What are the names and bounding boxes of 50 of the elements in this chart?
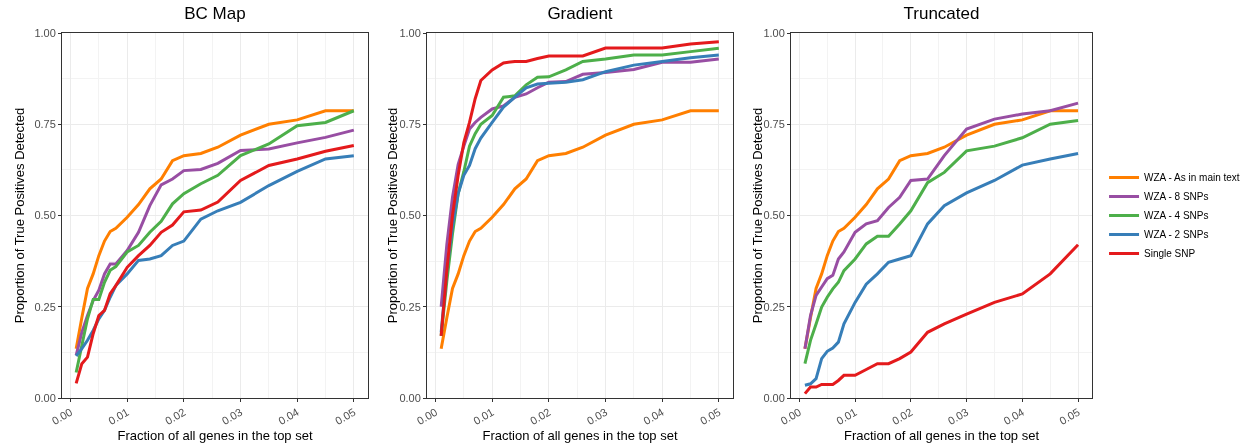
x-tick-label: 0.03: [219, 405, 245, 427]
x-axis-title: Fraction of all genes in the top set: [117, 427, 313, 443]
x-tick-label: 0.04: [641, 405, 666, 427]
y-tick-label: 0.75: [399, 118, 421, 131]
x-tick-label: 0.01: [471, 405, 496, 427]
x-tick-label: 0.00: [49, 405, 75, 427]
x-tick-label: 0.00: [414, 405, 440, 427]
x-tick-label: 0.04: [1001, 405, 1027, 427]
y-tick-label: 0.25: [34, 300, 56, 313]
x-tick-label: 0.02: [528, 405, 553, 427]
y-axis-title: Proportion of True Positives Detected: [385, 107, 400, 324]
line-series: [439, 109, 721, 351]
x-tick-label: 0.05: [698, 405, 723, 427]
x-axis-title: Fraction of all genes in the top set: [843, 427, 1040, 443]
legend-label: WZA - 4 SNPs: [1144, 210, 1209, 222]
chart-title: BC Map: [184, 3, 246, 23]
y-tick-label: 0.50: [763, 209, 785, 222]
y-tick-label: 1.00: [34, 26, 56, 39]
line-series: [803, 151, 1080, 387]
x-tick-label: 0.01: [834, 405, 859, 427]
line-series: [803, 243, 1080, 396]
legend-label: Single SNP: [1144, 248, 1196, 260]
y-tick-label: 0.00: [763, 391, 785, 404]
y-tick-label: 0.75: [34, 118, 56, 131]
y-tick-label: 0.50: [399, 209, 421, 222]
legend-label: WZA - 8 SNPs: [1144, 191, 1209, 203]
y-axis-title: Proportion of True Positives Detected: [12, 107, 28, 324]
x-tick-label: 0.03: [945, 405, 971, 427]
legend-label: WZA - As in main text: [1144, 172, 1240, 184]
legend-label: WZA - 2 SNPs: [1144, 229, 1209, 241]
x-tick-label: 0.05: [1057, 405, 1082, 427]
x-tick-label: 0.02: [163, 405, 188, 427]
y-tick-label: 0.50: [34, 209, 56, 222]
y-tick-label: 1.00: [763, 26, 785, 39]
x-tick-label: 0.03: [584, 405, 610, 427]
line-series: [74, 143, 356, 385]
chart-title: Truncated: [903, 3, 980, 23]
y-tick-label: 1.00: [399, 26, 421, 39]
x-tick-label: 0.02: [890, 405, 915, 427]
x-tick-label: 0.00: [778, 405, 804, 427]
x-tick-label: 0.01: [106, 405, 131, 427]
y-tick-label: 0.00: [399, 391, 421, 404]
y-tick-label: 0.75: [763, 118, 785, 131]
x-tick-label: 0.04: [276, 405, 301, 427]
chart-title: Gradient: [547, 3, 613, 23]
y-axis-title: Proportion of True Positives Detected: [750, 107, 765, 324]
y-tick-label: 0.25: [399, 300, 421, 313]
y-tick-label: 0.00: [34, 391, 56, 404]
x-axis-title: Fraction of all genes in the top set: [482, 427, 678, 443]
x-tick-label: 0.05: [333, 405, 358, 427]
